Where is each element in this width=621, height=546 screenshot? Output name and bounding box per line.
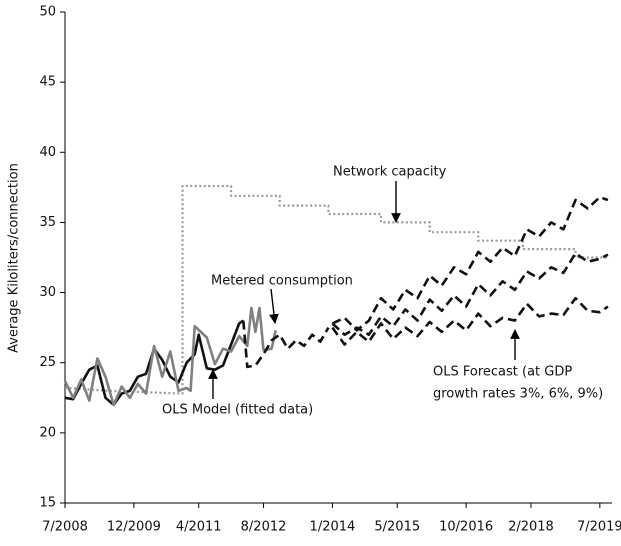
- x-tick-label: 1/2014: [310, 520, 356, 535]
- x-tick-label: 7/2019: [577, 520, 621, 535]
- series-line: [64, 184, 608, 395]
- x-tick-label: 2/2018: [508, 520, 554, 535]
- y-tick-label: 20: [39, 425, 56, 440]
- x-tick-label: 10/2016: [439, 520, 493, 535]
- x-tick-label: 12/2009: [107, 520, 161, 535]
- y-tick-label: 25: [39, 355, 56, 370]
- y-tick-label: 45: [39, 75, 56, 90]
- y-tick-label: 50: [39, 5, 56, 20]
- annotation: growth rates 3%, 6%, 9%): [433, 387, 603, 402]
- y-tick-label: 35: [39, 215, 56, 230]
- annotation: Metered consumption: [211, 274, 353, 289]
- y-tick-label: 15: [39, 496, 56, 511]
- y-tick-label: 30: [39, 285, 56, 300]
- y-tick-label: 40: [39, 145, 56, 160]
- annotation: OLS Model (fitted data): [162, 403, 313, 418]
- x-tick-label: 4/2011: [176, 520, 222, 535]
- series-line: [63, 306, 277, 407]
- annotation: Network capacity: [333, 165, 447, 180]
- series-line: [331, 296, 609, 346]
- series-line: [331, 195, 609, 332]
- x-tick-label: 8/2012: [241, 520, 287, 535]
- x-tick-label: 7/2008: [42, 520, 88, 535]
- series-line: [242, 320, 330, 369]
- annotation-arrow: [269, 288, 279, 324]
- x-tick-label: 5/2015: [374, 520, 420, 535]
- series-line: [331, 252, 609, 336]
- y-axis-label: Average Kiloliters/connection: [7, 163, 22, 353]
- annotation: OLS Forecast (at GDP: [433, 365, 572, 380]
